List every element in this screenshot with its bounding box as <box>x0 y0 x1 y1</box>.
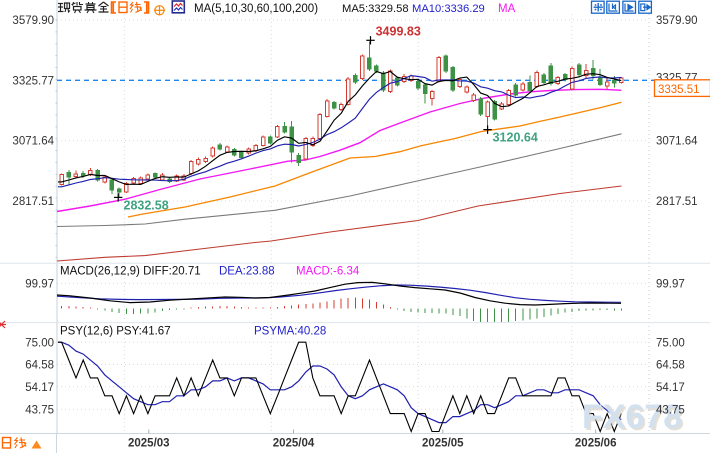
svg-text:99.97: 99.97 <box>656 278 685 290</box>
svg-text:2832.58: 2832.58 <box>124 199 169 213</box>
svg-text:75.00: 75.00 <box>656 337 685 349</box>
svg-text:64.58: 64.58 <box>25 360 54 372</box>
svg-text:64.58: 64.58 <box>656 360 685 372</box>
svg-text:2025/05: 2025/05 <box>422 438 464 450</box>
svg-text:3071.64: 3071.64 <box>656 136 698 148</box>
svg-text:MACD:-6.34: MACD:-6.34 <box>296 266 360 278</box>
svg-text:3325.77: 3325.77 <box>12 75 54 87</box>
svg-text:MACD(26,12,9) DIFF:20.71: MACD(26,12,9) DIFF:20.71 <box>60 266 201 278</box>
svg-text:43.75: 43.75 <box>656 404 685 416</box>
svg-text:DEA:23.88: DEA:23.88 <box>219 266 275 278</box>
svg-text:3579.90: 3579.90 <box>656 15 698 27</box>
svg-text:MA5:3329.58: MA5:3329.58 <box>342 3 409 15</box>
svg-text:3071.64: 3071.64 <box>12 136 54 148</box>
svg-text:MA10:3336.29: MA10:3336.29 <box>412 3 485 15</box>
svg-text:3579.90: 3579.90 <box>12 15 54 27</box>
svg-text:2025/03: 2025/03 <box>128 438 170 450</box>
svg-text:43.75: 43.75 <box>25 404 54 416</box>
svg-text:3335.51: 3335.51 <box>658 84 700 96</box>
svg-text:PSYMA:40.28: PSYMA:40.28 <box>254 326 326 338</box>
svg-text:54.17: 54.17 <box>656 382 685 394</box>
svg-text:54.17: 54.17 <box>25 382 54 394</box>
svg-text:2817.51: 2817.51 <box>12 196 54 208</box>
svg-text:3499.83: 3499.83 <box>376 25 421 39</box>
svg-text:MA(5,10,30,60,100,200): MA(5,10,30,60,100,200) <box>194 3 318 15</box>
svg-text:75.00: 75.00 <box>25 337 54 349</box>
svg-text:2025/06: 2025/06 <box>575 438 617 450</box>
svg-text:99.97: 99.97 <box>25 278 54 290</box>
svg-text:3120.64: 3120.64 <box>493 131 538 145</box>
svg-text:MA: MA <box>498 3 516 15</box>
svg-text:PSY(12,6) PSY:41.67: PSY(12,6) PSY:41.67 <box>60 326 171 338</box>
svg-text:2025/04: 2025/04 <box>273 438 315 450</box>
svg-text:2817.51: 2817.51 <box>656 196 698 208</box>
